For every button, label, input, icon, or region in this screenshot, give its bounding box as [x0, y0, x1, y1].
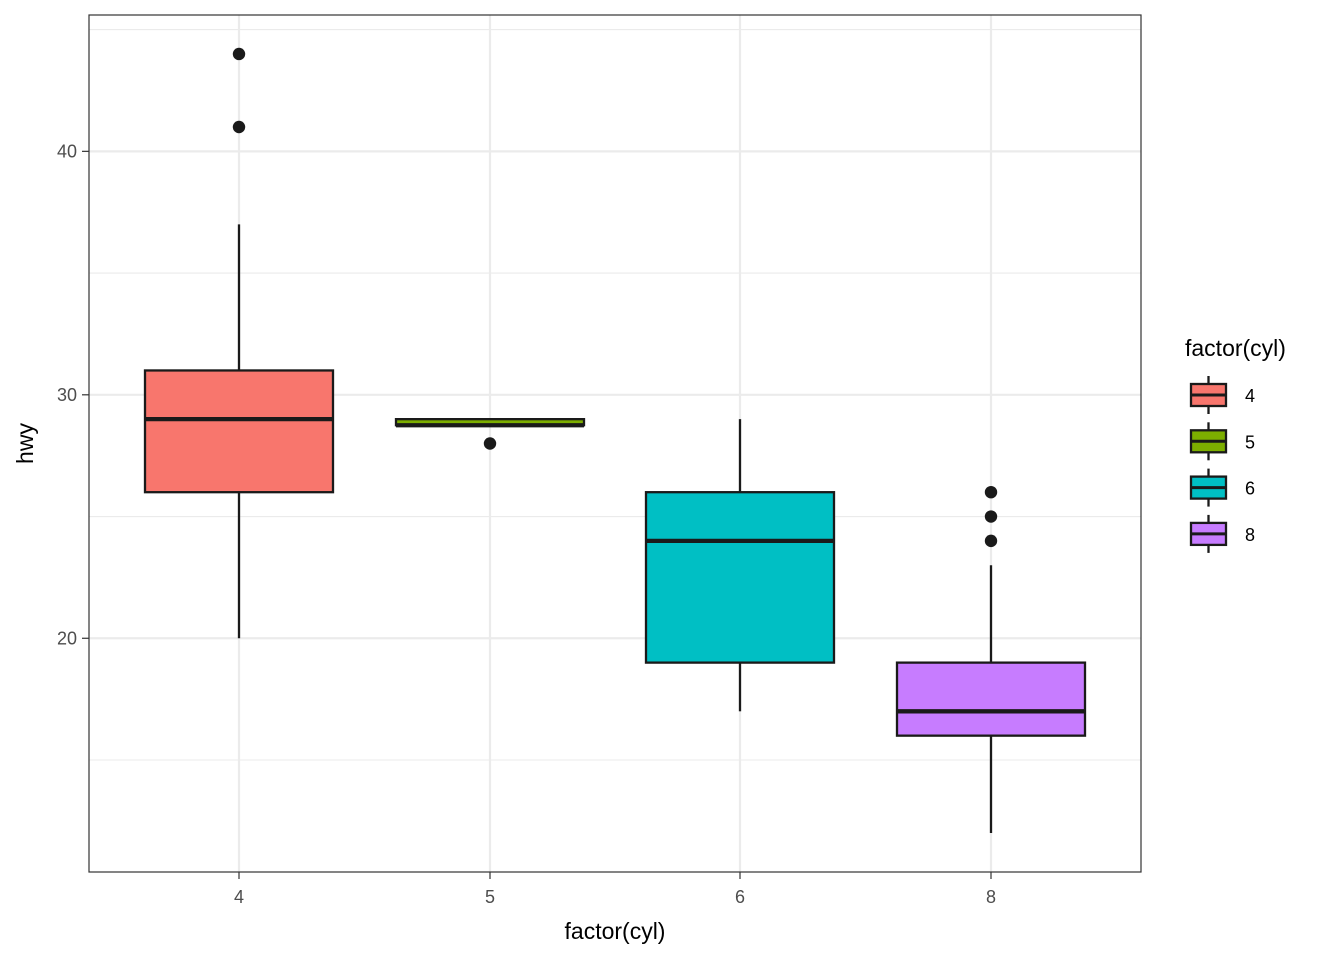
y-tick-label: 40 [57, 141, 77, 161]
legend-label: 6 [1245, 479, 1255, 499]
axes: 20 30 40 4 5 6 8 [57, 141, 996, 907]
legend-item-5: 5 [1189, 422, 1255, 461]
box-iqr [644, 491, 836, 664]
x-axis-title: factor(cyl) [565, 918, 666, 944]
box-iqr [895, 661, 1087, 737]
legend-label: 8 [1245, 525, 1255, 545]
box-iqr [143, 369, 335, 494]
outlier-point [984, 534, 998, 548]
outlier-point [984, 485, 998, 499]
outlier-point [232, 120, 246, 134]
x-tick-label: 8 [986, 887, 996, 907]
x-tick-label: 5 [485, 887, 495, 907]
outlier-point [232, 47, 246, 61]
outlier-point [984, 510, 998, 523]
x-tick-label: 4 [234, 887, 244, 907]
legend-item-8: 8 [1189, 514, 1255, 553]
box-group-5 [394, 418, 586, 450]
box-group-6 [644, 419, 836, 712]
box-layer [143, 47, 1087, 834]
y-tick-label: 30 [57, 385, 77, 405]
legend-title: factor(cyl) [1185, 335, 1286, 361]
legend: factor(cyl) 4 5 6 8 [1185, 335, 1286, 553]
y-tick-label: 20 [57, 628, 77, 648]
legend-label: 4 [1245, 386, 1255, 406]
box-group-8 [895, 485, 1087, 834]
outlier-point [483, 437, 497, 450]
y-axis-title: hwy [12, 423, 38, 464]
legend-label: 5 [1245, 432, 1255, 452]
box-group-4 [143, 47, 335, 639]
legend-item-6: 6 [1189, 468, 1255, 507]
x-tick-label: 6 [735, 887, 745, 907]
panel-border [88, 14, 1142, 873]
legend-item-4: 4 [1189, 376, 1255, 414]
minor-gridlines [89, 29, 1141, 761]
